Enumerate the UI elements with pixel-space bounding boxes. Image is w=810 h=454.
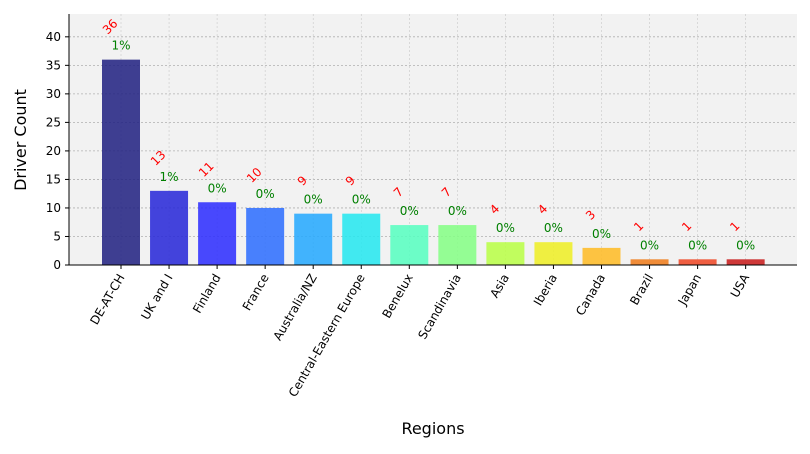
x-tick-label: Asia [487, 272, 512, 301]
percent-label: 0% [496, 221, 515, 235]
bar [198, 202, 237, 265]
x-tick-label: Brazil [627, 272, 656, 308]
percent-label: 0% [448, 204, 467, 218]
y-tick-label: 5 [53, 229, 61, 243]
bar [582, 247, 621, 265]
x-tick-label: Benelux [379, 272, 415, 321]
bar [486, 242, 525, 265]
x-tick-label: Finland [190, 272, 224, 316]
bar [534, 242, 573, 265]
axes [68, 14, 797, 266]
plot-area [69, 14, 797, 265]
percent-label: 0% [304, 193, 323, 207]
y-tick-label: 0 [53, 258, 61, 272]
x-tick-label: France [240, 272, 272, 314]
x-tick-label: Iberia [531, 272, 560, 309]
x-ticks: DE-AT-CH UK and I Finland FranceAustralia/N… [87, 265, 753, 399]
bar [678, 259, 717, 265]
bar [294, 213, 333, 265]
x-tick-label: Japan [675, 272, 704, 309]
percent-label: 1% [160, 170, 179, 184]
y-tick-label: 25 [46, 115, 61, 129]
percent-label: 0% [400, 204, 419, 218]
y-ticks: 0 5 10 15 20 25 30 35 40 [46, 30, 69, 272]
percent-label: 0% [640, 238, 659, 252]
y-tick-label: 10 [46, 201, 61, 215]
bars [102, 59, 765, 265]
bar [630, 259, 669, 265]
bar [102, 59, 140, 265]
bar [726, 259, 765, 265]
percent-label: 0% [688, 238, 707, 252]
x-tick-label: DE-AT-CH [87, 272, 127, 328]
y-axis-label: Driver Count [11, 89, 30, 191]
y-tick-label: 15 [46, 172, 61, 186]
percent-label: 0% [592, 227, 611, 241]
x-tick-label: UK and I [138, 272, 175, 323]
x-tick-label: Scandinavia [415, 272, 464, 342]
y-tick-label: 20 [46, 144, 61, 158]
percent-label: 0% [736, 238, 755, 252]
x-tick-label: USA [728, 271, 753, 300]
y-tick-label: 35 [46, 58, 61, 72]
bar [438, 225, 477, 265]
percent-label: 1% [111, 39, 130, 53]
percent-label: 0% [544, 221, 563, 235]
x-tick-label: Australia/NZ [271, 272, 320, 343]
percent-label: 0% [208, 181, 227, 195]
bar [390, 225, 429, 265]
percent-label: 0% [352, 193, 371, 207]
y-tick-label: 40 [46, 30, 61, 44]
x-tick-label: Canada [573, 272, 608, 319]
percent-label: 0% [256, 187, 275, 201]
bar [150, 190, 189, 265]
x-axis-label: Regions [401, 419, 464, 438]
y-tick-label: 30 [46, 87, 61, 101]
bar [246, 207, 285, 265]
bar [342, 213, 381, 265]
